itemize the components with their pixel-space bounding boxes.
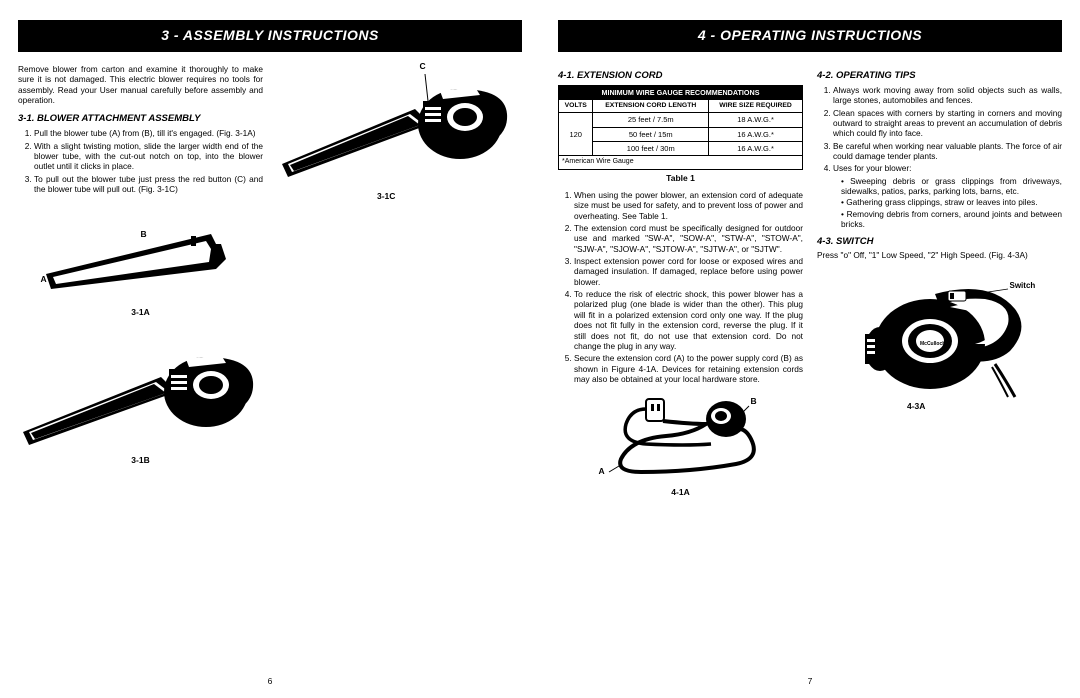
col-wire: WIRE SIZE REQUIRED (709, 99, 803, 112)
header-title-right: 4 - OPERATING INSTRUCTIONS (698, 27, 922, 43)
svg-text:McCulloch: McCulloch (920, 341, 945, 347)
callout-switch: Switch (1010, 281, 1036, 291)
col-volts: VOLTS (559, 99, 593, 112)
step-2: With a slight twisting motion, slide the… (34, 141, 263, 172)
page-num-left: 6 (268, 676, 273, 686)
fig-3-1b-illustration (21, 337, 261, 457)
ec-step-1: When using the power blower, an extensio… (574, 190, 803, 221)
tip-2: Clean spaces with corners by starting in… (833, 108, 1062, 139)
section-3-1-title: 3-1. BLOWER ATTACHMENT ASSEMBLY (18, 113, 263, 125)
ext-cord-steps: When using the power blower, an extensio… (558, 190, 803, 384)
fig-4-1a-area: A B 4-1A (558, 394, 803, 497)
sub-2: Gathering grass clippings, straw or leav… (841, 197, 1062, 207)
left-col-1: Remove blower from carton and examine it… (18, 64, 263, 473)
wire-gauge-table: MINIMUM WIRE GAUGE RECOMMENDATIONS VOLTS… (558, 85, 803, 170)
page-num-right: 7 (808, 676, 813, 686)
fig-4-3a-label: 4-3A (907, 401, 1062, 412)
callout-c: C (420, 61, 426, 72)
section-4-3-title: 4-3. SWITCH (817, 236, 1062, 248)
table-caption: Table 1 (558, 173, 803, 184)
right-col-1: 4-1. EXTENSION CORD MINIMUM WIRE GAUGE R… (558, 64, 803, 505)
callout-b-41a: B (751, 396, 757, 407)
switch-text: Press "o" Off, "1" Low Speed, "2" High S… (817, 250, 1062, 260)
header-right: 4 - OPERATING INSTRUCTIONS (558, 20, 1062, 52)
tip-4: Uses for your blower: Sweeping debris or… (833, 163, 1062, 229)
col-length: EXTENSION CORD LENGTH (593, 99, 709, 112)
callout-b: B (141, 229, 147, 240)
ec-step-5: Secure the extension cord (A) to the pow… (574, 353, 803, 384)
left-col-2: C 3-1C (277, 64, 522, 473)
page-right: 4 - OPERATING INSTRUCTIONS 4-1. EXTENSIO… (540, 0, 1080, 698)
left-columns: Remove blower from carton and examine it… (18, 64, 522, 473)
ec-step-4: To reduce the risk of electric shock, th… (574, 289, 803, 351)
fig-3-1b-area: 3-1B (18, 337, 263, 465)
sub-1: Sweeping debris or grass clippings from … (841, 176, 1062, 197)
cell-r3-wire: 16 A.W.G.* (709, 142, 803, 156)
tip-4-sublist: Sweeping debris or grass clippings from … (833, 176, 1062, 230)
ec-step-3: Inspect extension power cord for loose o… (574, 256, 803, 287)
fig-3-1c-illustration: C (280, 64, 520, 194)
fig-4-1a-illustration: A B (591, 394, 771, 484)
table-header: MINIMUM WIRE GAUGE RECOMMENDATIONS (559, 85, 803, 99)
header-left: 3 - ASSEMBLY INSTRUCTIONS (18, 20, 522, 52)
cell-r1-len: 25 feet / 7.5m (593, 113, 709, 127)
fig-4-3a-illustration: McCulloch Switch (840, 269, 1040, 399)
cell-r3-len: 100 feet / 30m (593, 142, 709, 156)
fig-4-3a-area: McCulloch Switch 4-3A (817, 269, 1062, 412)
cell-volts: 120 (559, 113, 593, 156)
tips-steps: Always work moving away from solid objec… (817, 85, 1062, 230)
right-col-2: 4-2. OPERATING TIPS Always work moving a… (817, 64, 1062, 505)
callout-a-41a: A (599, 466, 605, 477)
assembly-steps: Pull the blower tube (A) from (B), till … (18, 128, 263, 194)
intro-text: Remove blower from carton and examine it… (18, 64, 263, 105)
fig-3-1c-area: C 3-1C (277, 64, 522, 202)
ec-step-2: The extension cord must be specifically … (574, 223, 803, 254)
tip-4-text: Uses for your blower: (833, 163, 911, 173)
header-title-left: 3 - ASSEMBLY INSTRUCTIONS (161, 27, 379, 43)
section-4-2-title: 4-2. OPERATING TIPS (817, 70, 1062, 82)
step-3: To pull out the blower tube just press t… (34, 174, 263, 195)
fig-3-1a-label: 3-1A (18, 307, 263, 318)
sub-3: Removing debris from corners, around joi… (841, 209, 1062, 230)
fig-3-1a-illustration: B A (41, 224, 241, 304)
section-4-1-title: 4-1. EXTENSION CORD (558, 70, 803, 82)
right-columns: 4-1. EXTENSION CORD MINIMUM WIRE GAUGE R… (558, 64, 1062, 505)
callout-a: A (41, 274, 47, 285)
cell-r2-len: 50 feet / 15m (593, 127, 709, 141)
fig-3-1a-area: B A 3-1A (18, 224, 263, 317)
tip-3: Be careful when working near valuable pl… (833, 141, 1062, 162)
table-footnote: *American Wire Gauge (559, 156, 803, 170)
cell-r1-wire: 18 A.W.G.* (709, 113, 803, 127)
cell-r2-wire: 16 A.W.G.* (709, 127, 803, 141)
fig-4-1a-label: 4-1A (558, 487, 803, 498)
step-1: Pull the blower tube (A) from (B), till … (34, 128, 263, 138)
tip-1: Always work moving away from solid objec… (833, 85, 1062, 106)
page-left: 3 - ASSEMBLY INSTRUCTIONS Remove blower … (0, 0, 540, 698)
